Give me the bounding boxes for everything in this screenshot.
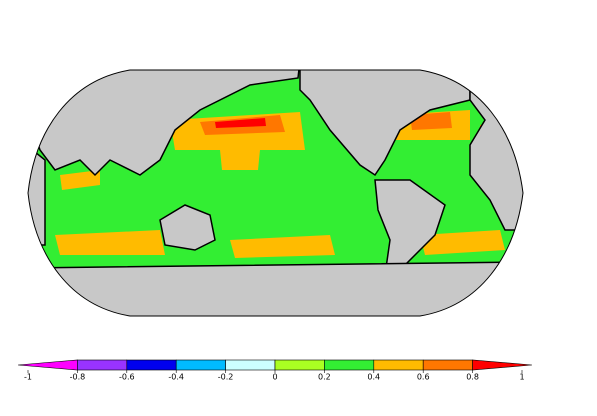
colorbar-arrow (472, 359, 533, 371)
colorbar-tick-label: -0.4 (168, 373, 184, 382)
land (28, 70, 523, 316)
colorbar-tick-label: -0.2 (218, 373, 234, 382)
colorbar: -1 -0.8 -0.6 -0.4 -0.2 0 0.2 0.4 0.6 0.8 1 (17, 359, 533, 382)
colorbar-tick-label: 0.2 (318, 373, 331, 382)
map (28, 70, 523, 316)
peak-regions (215, 118, 266, 128)
colorbar-bin (225, 359, 276, 371)
colorbar-tick-label: 1 (519, 373, 524, 382)
colorbar-tick-label: 0.6 (417, 373, 430, 382)
colorbar-bin (126, 359, 177, 371)
colorbar-tick-label: -0.8 (70, 373, 86, 382)
colorbar-tick-label: -1 (24, 373, 32, 382)
colorbar-tick-label: 0.8 (466, 373, 479, 382)
colorbar-bin (274, 359, 325, 371)
colorbar-bin (175, 359, 226, 371)
map-outline (27, 69, 524, 317)
colorbar-bin (77, 359, 128, 371)
colorbar-tick-label: 0 (272, 373, 277, 382)
colorbar-bin (373, 359, 424, 371)
colorbar-arrow (17, 359, 78, 371)
colorbar-bin (422, 359, 473, 371)
colorbar-tick-label: -0.6 (119, 373, 135, 382)
colorbar-tick-label: 0.4 (367, 373, 380, 382)
colorbar-bin (324, 359, 375, 371)
